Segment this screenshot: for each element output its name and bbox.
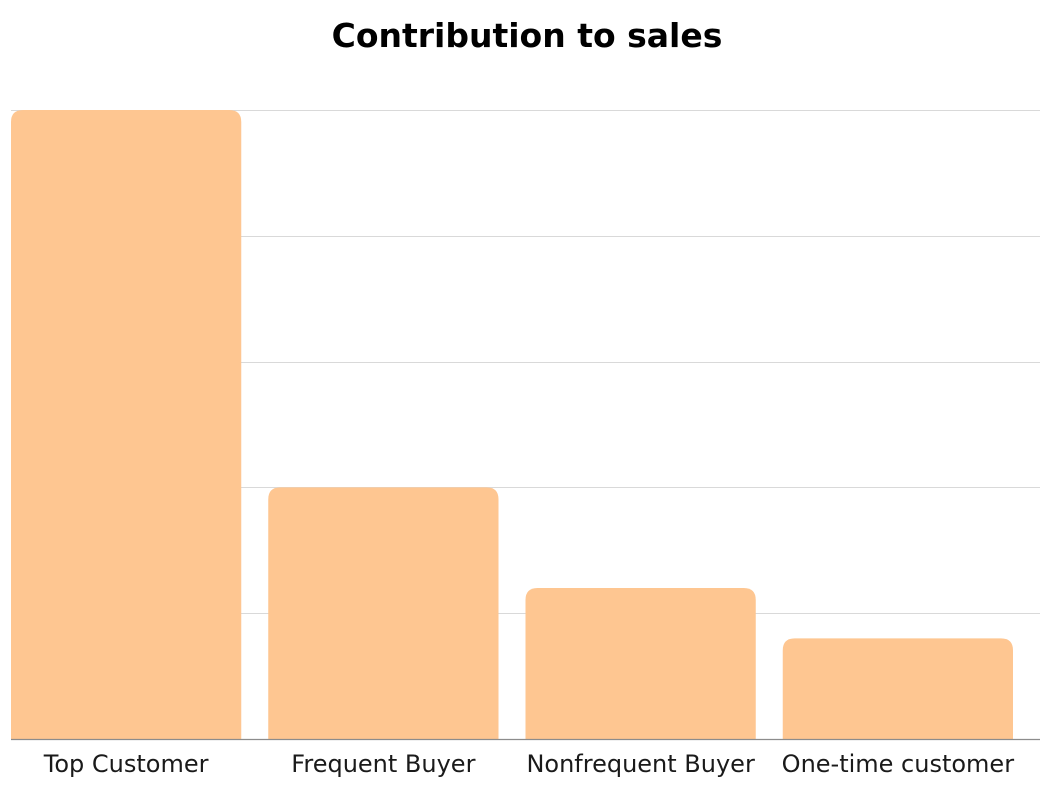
category-label: One-time customer [782,750,1015,778]
bars [11,110,1013,739]
category-label: Top Customer [43,750,209,778]
bar-top-customer [11,110,242,739]
bar-nonfrequent-buyer [525,588,756,739]
category-label: Frequent Buyer [291,750,475,778]
category-label: Nonfrequent Buyer [526,750,755,778]
bar-frequent-buyer [268,487,499,739]
category-labels: Top Customer Frequent Buyer Nonfrequent Bu… [43,750,1014,778]
bar-one-time-customer [782,638,1013,739]
chart-title: Contribution to sales [331,16,723,55]
